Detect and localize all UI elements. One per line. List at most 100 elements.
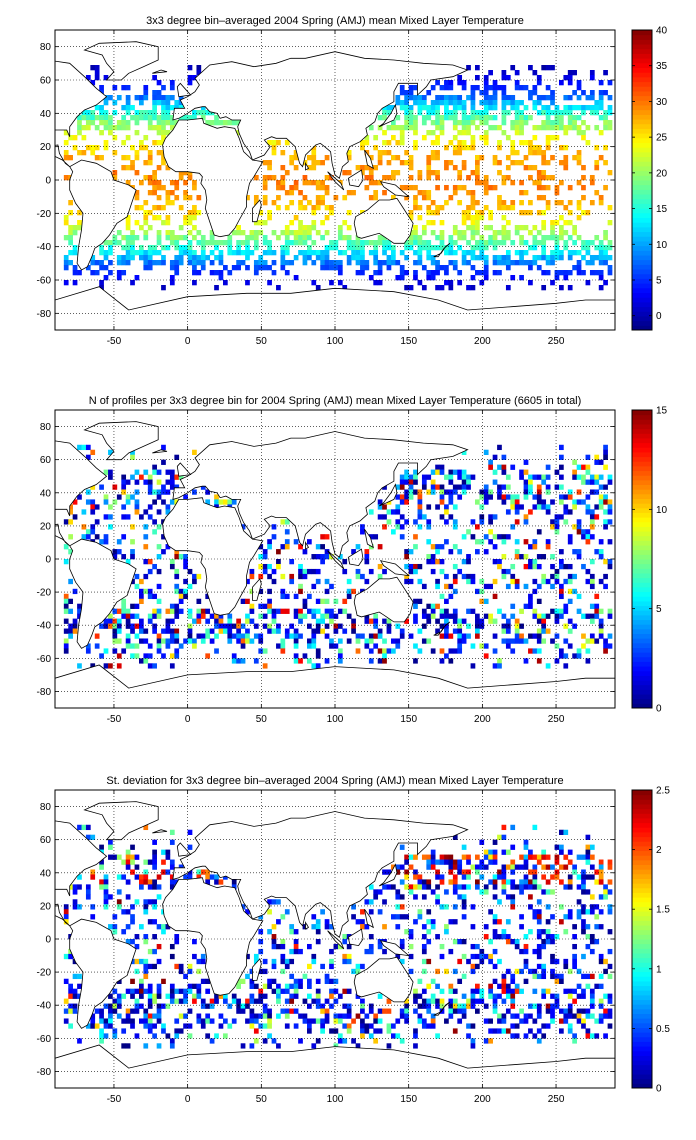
bin-cell bbox=[346, 953, 352, 960]
bin-cell bbox=[187, 608, 193, 614]
bin-cell bbox=[492, 125, 498, 131]
bin-cell bbox=[196, 230, 202, 236]
bin-cell bbox=[99, 1008, 104, 1014]
bin-cell bbox=[514, 85, 520, 91]
bin-cell bbox=[528, 280, 533, 286]
bin-cell bbox=[103, 623, 109, 629]
bin-cell bbox=[205, 978, 211, 984]
bin-cell bbox=[178, 105, 184, 111]
bin-cell bbox=[333, 613, 339, 619]
bin-cell bbox=[439, 230, 445, 236]
bin-cell bbox=[377, 155, 383, 161]
bin-cell bbox=[567, 235, 573, 241]
bin-cell bbox=[143, 469, 149, 475]
bin-cell bbox=[391, 105, 396, 111]
bin-cell bbox=[351, 190, 356, 196]
bin-cell bbox=[223, 1033, 228, 1039]
bin-cell bbox=[475, 879, 480, 885]
bin-cell bbox=[231, 499, 237, 505]
bin-cell bbox=[147, 983, 153, 989]
bin-cell bbox=[156, 1008, 162, 1014]
bin-cell bbox=[245, 245, 250, 251]
bin-cell bbox=[329, 583, 334, 590]
bin-cell bbox=[373, 145, 379, 151]
bin-cell bbox=[346, 578, 352, 585]
bin-cell bbox=[134, 613, 140, 619]
bin-cell bbox=[404, 95, 409, 101]
bin-cell bbox=[382, 869, 387, 875]
bin-cell bbox=[492, 849, 498, 855]
bin-cell bbox=[563, 130, 569, 136]
bin-cell bbox=[483, 613, 489, 619]
bin-cell bbox=[187, 829, 193, 835]
bin-cell bbox=[536, 859, 542, 865]
bin-cell bbox=[585, 854, 591, 860]
bin-cell bbox=[466, 215, 471, 221]
bin-cell bbox=[152, 998, 157, 1004]
bin-cell bbox=[116, 95, 122, 101]
bin-cell bbox=[483, 205, 489, 211]
bin-cell bbox=[444, 583, 449, 590]
bin-cell bbox=[364, 899, 370, 905]
bin-cell bbox=[421, 638, 427, 644]
bin-cell bbox=[311, 583, 317, 590]
bin-cell bbox=[417, 914, 423, 920]
bin-cell bbox=[470, 135, 476, 141]
bin-cell bbox=[152, 593, 157, 600]
bin-cell bbox=[116, 623, 122, 629]
bin-cell bbox=[346, 1003, 352, 1009]
bin-cell bbox=[139, 618, 144, 624]
bin-cell bbox=[134, 623, 140, 629]
bin-cell bbox=[559, 110, 564, 116]
bin-cell bbox=[368, 509, 374, 515]
bin-cell bbox=[161, 924, 166, 930]
bin-cell bbox=[165, 100, 171, 106]
bin-cell bbox=[112, 1003, 118, 1009]
bin-cell bbox=[545, 115, 551, 121]
bin-cell bbox=[395, 643, 401, 649]
bin-cell bbox=[382, 618, 387, 624]
bin-cell bbox=[373, 180, 379, 186]
bin-cell bbox=[156, 469, 162, 475]
bin-cell bbox=[581, 529, 586, 535]
bin-cell bbox=[475, 75, 480, 81]
bin-cell bbox=[426, 115, 432, 121]
bin-cell bbox=[187, 963, 193, 970]
bin-cell bbox=[130, 145, 135, 151]
bin-cell bbox=[461, 894, 467, 900]
bin-cell bbox=[559, 608, 564, 614]
bin-cell bbox=[501, 879, 507, 885]
bin-cell bbox=[214, 270, 219, 276]
bin-cell bbox=[444, 859, 449, 865]
bin-cell bbox=[245, 628, 250, 634]
bin-cell bbox=[589, 489, 595, 495]
bin-cell bbox=[147, 255, 153, 261]
bin-cell bbox=[501, 484, 507, 490]
bin-cell bbox=[386, 998, 392, 1004]
bin-cell bbox=[417, 105, 423, 111]
bin-cell bbox=[479, 250, 485, 256]
y-tick-label: 80 bbox=[40, 802, 52, 813]
bin-cell bbox=[572, 155, 577, 161]
bin-cell bbox=[227, 623, 233, 629]
bin-cell bbox=[337, 648, 343, 654]
bin-cell bbox=[435, 968, 440, 975]
bin-cell bbox=[161, 929, 166, 935]
bin-cell bbox=[554, 958, 560, 965]
bin-cell bbox=[377, 180, 383, 186]
bin-cell bbox=[497, 658, 502, 664]
bin-cell bbox=[386, 255, 392, 261]
bin-cell bbox=[457, 120, 463, 126]
bin-cell bbox=[121, 514, 127, 520]
x-tick-label: 150 bbox=[400, 336, 417, 347]
bin-cell bbox=[161, 245, 166, 251]
bin-cell bbox=[479, 180, 485, 186]
bin-cell bbox=[276, 1013, 281, 1019]
bin-cell bbox=[121, 534, 127, 540]
bin-cell bbox=[457, 633, 463, 639]
bin-cell bbox=[293, 539, 299, 545]
bin-cell bbox=[492, 105, 498, 111]
grid bbox=[55, 410, 615, 708]
bin-cell bbox=[214, 633, 219, 639]
bin-cell bbox=[289, 573, 295, 580]
